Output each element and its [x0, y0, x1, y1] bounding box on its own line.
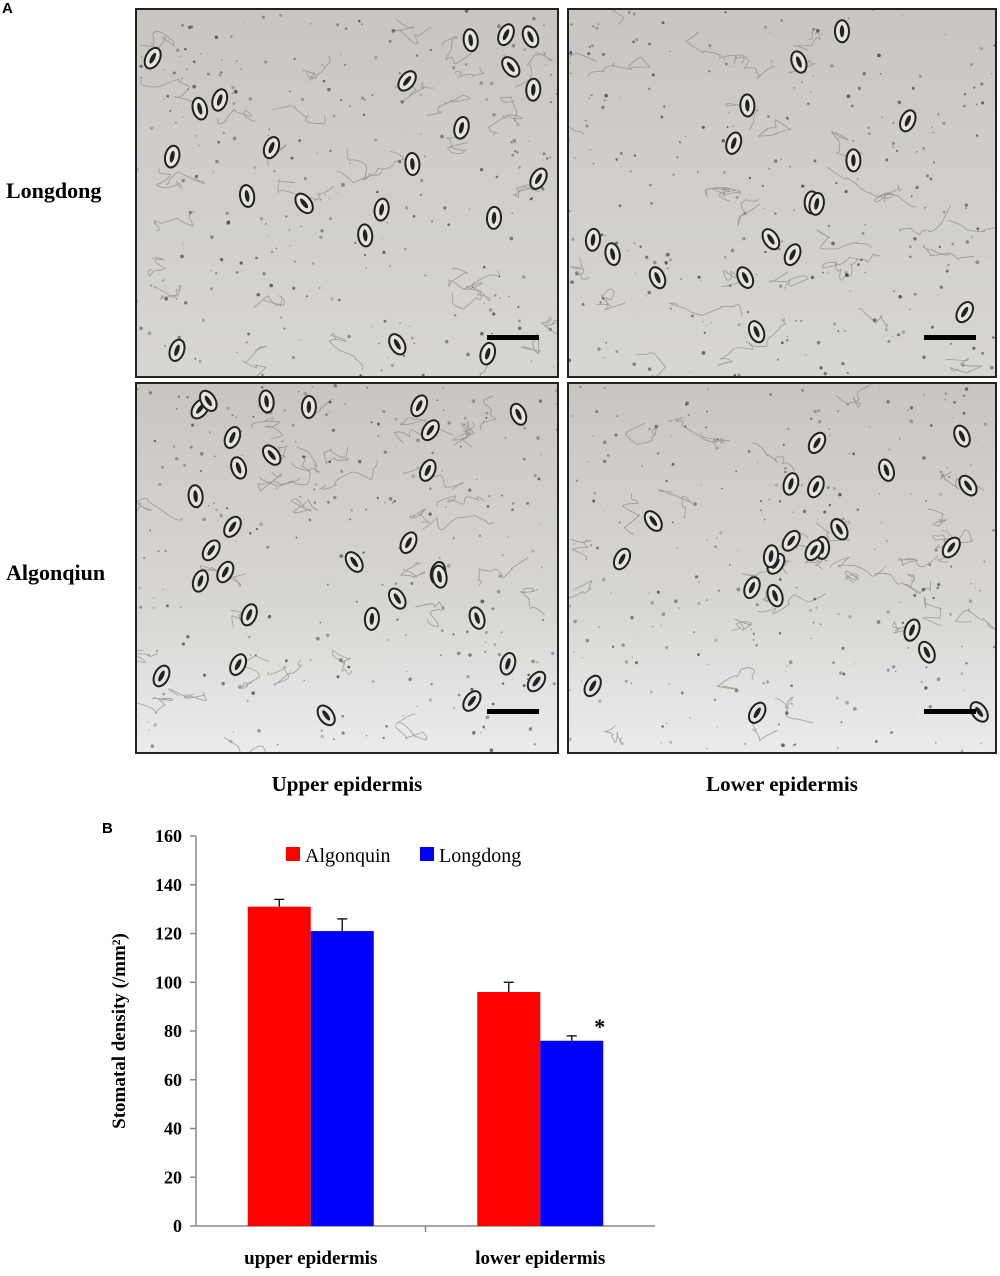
y-tick-label: 0 [173, 1216, 182, 1236]
micrograph-algonqiun-lower [567, 382, 997, 754]
panel-b-letter: B [102, 820, 113, 837]
y-tick-label: 80 [164, 1021, 182, 1041]
col-label-upper-epidermis: Upper epidermis [271, 772, 423, 796]
scale-bar [487, 335, 539, 340]
legend-label-algonquin: Algonquin [305, 845, 391, 867]
row-label-longdong: Longdong [6, 178, 102, 203]
micrograph-algonqiun-upper [135, 382, 559, 754]
scale-bar [487, 709, 539, 714]
significance-marker: * [594, 1014, 605, 1039]
x-tick-label: upper epidermis [244, 1248, 377, 1269]
row-label-algonqiun: Algonqiun [6, 560, 106, 585]
micrograph-longdong-lower [567, 8, 997, 378]
x-tick-label: lower epidermis [475, 1248, 605, 1269]
micrograph-longdong-upper [135, 8, 559, 378]
y-tick-label: 120 [155, 924, 182, 944]
bar-algonquin-1 [477, 992, 541, 1226]
y-axis-label: Stomatal density (/mm²) [109, 933, 130, 1129]
col-label-lower-epidermis: Lower epidermis [706, 772, 858, 796]
y-tick-label: 140 [155, 875, 182, 895]
y-tick-label: 100 [155, 972, 182, 992]
bar-longdong-1 [540, 1040, 604, 1226]
legend-swatch-longdong [420, 847, 434, 861]
y-tick-label: 40 [164, 1119, 182, 1139]
legend-label-longdong: Longdong [439, 845, 521, 867]
scale-bar [924, 335, 976, 340]
panel-a-letter: A [2, 0, 13, 17]
y-tick-label: 60 [164, 1070, 182, 1090]
bar-longdong-0 [310, 931, 374, 1226]
bar-algonquin-0 [247, 906, 311, 1226]
legend-swatch-algonquin [286, 847, 300, 861]
scale-bar [924, 709, 976, 714]
y-tick-label: 20 [164, 1167, 182, 1187]
y-tick-label: 160 [155, 826, 182, 846]
